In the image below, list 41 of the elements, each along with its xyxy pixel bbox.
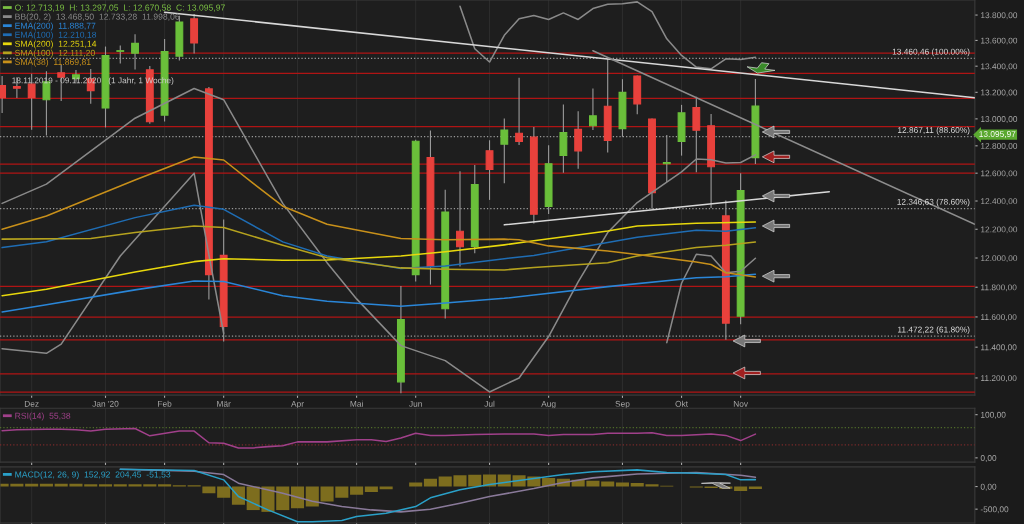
y-tick-label: -500,00 xyxy=(980,506,1009,514)
x-tick-label: Okt xyxy=(675,400,688,407)
y-tick-label: 12.800,00 xyxy=(981,143,1018,150)
text: O: 12.713,19 H: 13.297,05 L: 12.670,58 C: 13.095,97 xyxy=(15,4,225,12)
x-tick-label: Mai xyxy=(350,400,363,407)
x-tick-label: Apr xyxy=(291,400,304,409)
y-tick-label: 11.600,00 xyxy=(981,314,1017,322)
y-tick-label: 12.600,00 xyxy=(981,170,1018,178)
text: 13.095,97 xyxy=(979,131,1016,138)
ref-line-label: 11.472,22 (61.80%) xyxy=(898,326,970,335)
legend-label: SMA(38) 11.869,81 xyxy=(15,58,91,67)
y-tick-label: 13.800,00 xyxy=(981,12,1018,20)
y-tick-label: 11.200,00 xyxy=(981,375,1017,383)
y-tick-label: 12.400,00 xyxy=(981,198,1018,206)
y-tick-label: 0,00 xyxy=(980,455,997,462)
ref-line-label: 12.867,11 (88.60%) xyxy=(898,126,970,135)
y-tick-label: 11.800,00 xyxy=(981,284,1017,292)
x-tick-label: Jul xyxy=(484,400,495,407)
legend-label: EMA(100) 12.210,18 xyxy=(15,31,97,40)
y-tick-label: 100,00 xyxy=(981,411,1006,419)
x-tick-label: Jan '20 xyxy=(92,400,119,407)
y-tick-label: 12.000,00 xyxy=(981,255,1018,263)
x-tick-label: Feb xyxy=(158,400,172,407)
x-tick-label: Dez xyxy=(24,400,39,407)
y-tick-label: 13.200,00 xyxy=(981,89,1018,97)
y-tick-label: 11.400,00 xyxy=(981,344,1017,352)
legend-label: RSI(14) 55,38 xyxy=(15,412,71,421)
legend-label: BB(20, 2) 13.468,50 12.733,28 11.998,06 xyxy=(15,13,180,22)
legend-label: MACD(12, 26, 9) 152,92 204,45 -51,53 xyxy=(15,471,171,480)
x-tick-label: Sep xyxy=(615,400,630,409)
y-tick-label: 13.600,00 xyxy=(981,37,1018,45)
x-tick-label: Jun xyxy=(409,400,422,407)
y-tick-label: 12.200,00 xyxy=(981,226,1018,234)
legend-label: EMA(200) 11.888,77 xyxy=(15,22,96,31)
y-tick-label: 13.000,00 xyxy=(981,116,1018,123)
x-tick-label: Nov xyxy=(733,400,749,407)
y-tick-label: 0,00 xyxy=(980,483,997,491)
legend-label: SMA(200) 12.251,14 xyxy=(15,40,97,49)
x-tick-label: Mär xyxy=(217,400,231,407)
y-tick-label: 13.400,00 xyxy=(981,63,1018,71)
x-tick-label: Aug xyxy=(541,400,556,409)
